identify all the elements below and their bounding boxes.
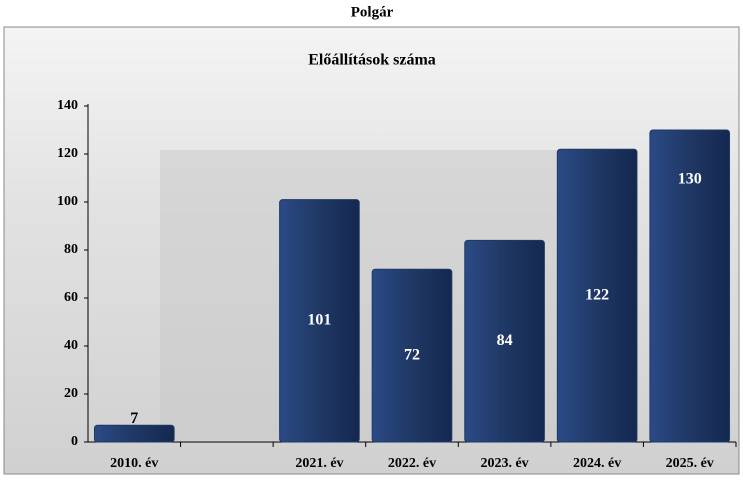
x-tick-label: 2010. év <box>110 456 158 471</box>
value-label: 130 <box>678 171 702 188</box>
y-tick-label: 20 <box>64 386 78 401</box>
value-label: 101 <box>307 311 331 328</box>
value-label: 7 <box>130 410 138 427</box>
chart: Polgár Előállítások száma 0 20 40 60 80 100 12… <box>0 0 743 475</box>
y-tick-label: 60 <box>64 290 78 305</box>
y-tick-label: 100 <box>57 194 78 209</box>
y-tick-label: 120 <box>57 146 78 161</box>
y-tick-label: 40 <box>64 338 78 353</box>
value-label: 84 <box>497 332 513 349</box>
value-label: 72 <box>404 346 420 363</box>
x-tick-label: 2022. év <box>388 456 436 471</box>
y-tick-label: 140 <box>57 98 78 113</box>
x-tick-label: 2021. év <box>295 456 343 471</box>
bar <box>94 425 174 442</box>
x-tick-label: 2023. év <box>480 456 528 471</box>
value-label: 122 <box>585 286 609 303</box>
x-tick-label: 2025. év <box>666 456 714 471</box>
page-title: Polgár <box>351 4 394 20</box>
y-tick-label: 0 <box>71 434 78 449</box>
x-tick-label: 2024. év <box>573 456 621 471</box>
y-tick-label: 80 <box>64 242 78 257</box>
chart-title: Előállítások száma <box>308 52 436 69</box>
